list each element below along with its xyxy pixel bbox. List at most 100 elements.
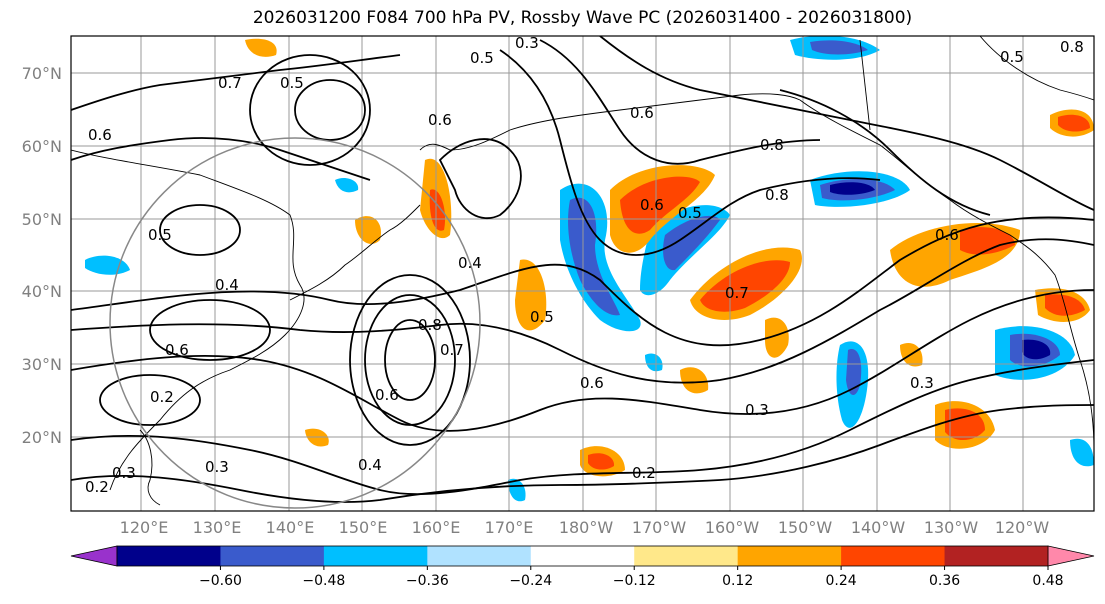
contour-label: 0.5 [280, 74, 304, 92]
contour-label: 0.6 [935, 226, 959, 244]
contour-label: 0.4 [458, 254, 482, 272]
anomaly-positive-small-2 [515, 259, 547, 331]
colorbar-tick-label: 0.12 [722, 573, 753, 589]
contour-label: 0.5 [530, 308, 554, 326]
contour-label: 0.6 [88, 126, 112, 144]
colorbar-tick-label: −0.24 [509, 573, 552, 589]
colorbar-tick-label: −0.48 [302, 573, 345, 589]
contour-label: 0.6 [630, 104, 654, 122]
lon-label: 180°W [559, 518, 614, 537]
colorbar-segment [220, 546, 325, 566]
anomaly-positive-small-1 [355, 216, 381, 244]
contour-label: 0.4 [215, 276, 239, 294]
colorbar-segment [737, 546, 842, 566]
lat-label: 40°N [22, 282, 62, 301]
lon-label: 150°W [778, 518, 833, 537]
contour-label: 0.5 [470, 49, 494, 67]
anomaly-positive-northeast-core [1058, 114, 1090, 132]
colorbar-tick-label: −0.60 [199, 573, 242, 589]
map-frame [70, 35, 1095, 512]
lon-label: 140°W [851, 518, 906, 537]
anomaly-positive-south-4 [765, 317, 789, 358]
contour-label: 0.8 [760, 136, 784, 154]
lon-label: 160°W [705, 518, 760, 537]
lon-label: 160°E [412, 518, 461, 537]
anomaly-negative-arm-core [663, 215, 720, 271]
lon-label: 150°E [339, 518, 388, 537]
anomaly-positive-small-3 [305, 428, 329, 447]
lat-label: 30°N [22, 355, 62, 374]
contour-label: 0.6 [580, 374, 604, 392]
latitude-labels: 70°N 60°N 50°N 40°N 30°N 20°N [22, 64, 62, 447]
lon-label: 120°W [995, 518, 1050, 537]
lon-label: 130°W [924, 518, 979, 537]
anomaly-negative-gulf-strong [830, 182, 875, 195]
contour-label: 0.3 [515, 34, 539, 52]
anomaly-negative-west [85, 255, 130, 275]
contour-label: 0.5 [678, 204, 702, 222]
contour-label: 0.3 [745, 401, 769, 419]
anomaly-positive-small-5 [245, 38, 277, 57]
colorbar-tick-label: −0.12 [613, 573, 656, 589]
lon-label: 170°W [632, 518, 687, 537]
colorbar-border [116, 545, 1049, 567]
colorbar-segment [530, 546, 635, 566]
anomaly-negative-small-3 [508, 478, 526, 502]
colorbar-segment [841, 546, 946, 566]
contour-label: 0.6 [375, 386, 399, 404]
contour-label: 0.8 [1060, 38, 1084, 56]
colorbar: −0.60 −0.48 −0.36 −0.24 −0.12 0.12 0.24 0.36 0.4… [70, 545, 1095, 589]
contour-label: 0.7 [725, 284, 749, 302]
contour-label: 0.3 [910, 374, 934, 392]
longitude-labels: 120°E 130°E 140°E 150°E 160°E 170°E 180°… [120, 518, 1050, 537]
anomaly-negative-california-strong [1022, 339, 1051, 360]
contour-label: 0.6 [165, 341, 189, 359]
contour-label: 0.5 [1000, 48, 1024, 66]
anomaly-negative-south-core [846, 349, 862, 396]
colorbar-tick-label: −0.36 [406, 573, 449, 589]
map-title: 2026031200 F084 700 hPa PV, Rossby Wave … [252, 8, 913, 28]
anomaly-negative-small-4 [1070, 438, 1094, 467]
contour-label: 0.8 [765, 186, 789, 204]
anomaly-negative-small-1 [335, 178, 359, 193]
contour-label: 0.3 [205, 458, 229, 476]
contour-label: 0.3 [112, 464, 136, 482]
colorbar-segment [323, 546, 428, 566]
lat-label: 60°N [22, 137, 62, 156]
contour-label: 0.2 [150, 388, 174, 406]
lon-label: 130°E [193, 518, 242, 537]
colorbar-extend-low [70, 545, 118, 567]
colorbar-tick-label: 0.36 [929, 573, 960, 589]
coastlines [71, 36, 1094, 506]
anomaly-negative-north-core [810, 40, 868, 55]
reference-circle [109, 137, 481, 509]
colorbar-tick-label: 0.24 [826, 573, 857, 589]
lat-label: 70°N [22, 64, 62, 83]
anomaly-shading [85, 36, 1094, 502]
contour-label: 0.2 [85, 478, 109, 496]
anomaly-negative-trough-core [568, 197, 620, 316]
anomaly-negative-small-2 [645, 353, 663, 372]
anomaly-positive-south-3 [680, 367, 709, 394]
colorbar-segment [117, 546, 221, 566]
anomaly-positive-band-core [700, 260, 790, 312]
anomaly-positive-south-1-core [945, 408, 985, 441]
lon-label: 140°E [266, 518, 315, 537]
contour-label: 0.5 [148, 226, 172, 244]
colorbar-tick-label: 0.48 [1032, 573, 1063, 589]
colorbar-extend-high [1047, 545, 1095, 567]
lon-label: 120°E [120, 518, 169, 537]
contour-label: 0.2 [632, 464, 656, 482]
colorbar-segment [634, 546, 739, 566]
contour-label-group: 0.3 0.5 0.7 0.5 0.6 0.6 0.5 0.4 0.4 0.6 … [85, 34, 1084, 496]
colorbar-segment [944, 546, 1049, 566]
contour-label: 0.6 [428, 111, 452, 129]
contour-label: 0.7 [218, 74, 242, 92]
lat-label: 50°N [22, 210, 62, 229]
contour-label: 0.4 [358, 456, 382, 474]
colorbar-segment [427, 546, 532, 566]
anomaly-positive-gulf-core [960, 227, 1015, 255]
lon-label: 170°E [485, 518, 534, 537]
contour-label: 0.6 [640, 196, 664, 214]
